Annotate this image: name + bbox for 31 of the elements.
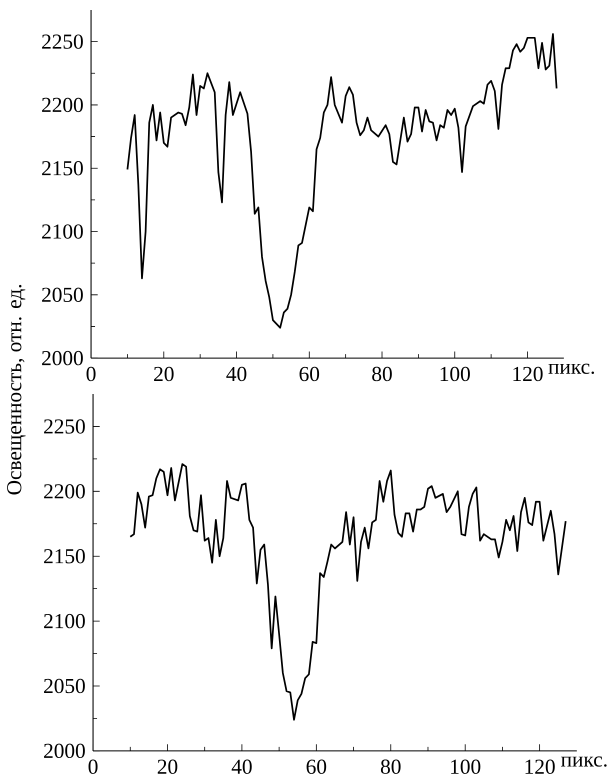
x-tick-label: 100: [440, 366, 470, 382]
y-axis-title: Освещенность, отн. ед.: [7, 284, 26, 494]
y-tick-label: 2000: [42, 350, 84, 366]
line-series: [130, 463, 567, 721]
y-tick-label: 2250: [44, 419, 85, 434]
y-tick-label: 2100: [42, 224, 84, 239]
x-tick-label: 0: [88, 760, 98, 774]
x-tick-label: 60: [306, 760, 326, 774]
x-tick-label: 40: [232, 760, 252, 774]
x-axis-title: пикс.: [561, 756, 607, 767]
y-tick-label: 2050: [42, 288, 84, 302]
y-tick-label: 2000: [44, 744, 85, 758]
y-tick-label: 2200: [44, 484, 85, 499]
line-series: [126, 33, 558, 329]
y-tick-label: 2200: [42, 98, 84, 112]
x-tick-label: 60: [300, 366, 320, 382]
x-tick-label: 20: [158, 760, 178, 774]
x-tick-label: 0: [86, 366, 96, 382]
x-tick-label: 100: [451, 760, 480, 774]
x-tick-label: 120: [514, 366, 543, 382]
x-tick-label: 40: [226, 366, 246, 382]
y-tick-label: 2150: [44, 549, 85, 564]
x-axis-title: пикс.: [548, 364, 594, 374]
y-tick-label: 2050: [44, 678, 85, 694]
x-tick-label: 120: [526, 760, 555, 774]
x-tick-label: 20: [154, 366, 174, 382]
y-tick-label: 2150: [42, 161, 84, 176]
y-tick-label: 2100: [44, 614, 85, 628]
y-tick-label: 2250: [42, 34, 84, 49]
x-tick-label: 80: [372, 366, 392, 382]
x-tick-label: 80: [381, 760, 401, 774]
